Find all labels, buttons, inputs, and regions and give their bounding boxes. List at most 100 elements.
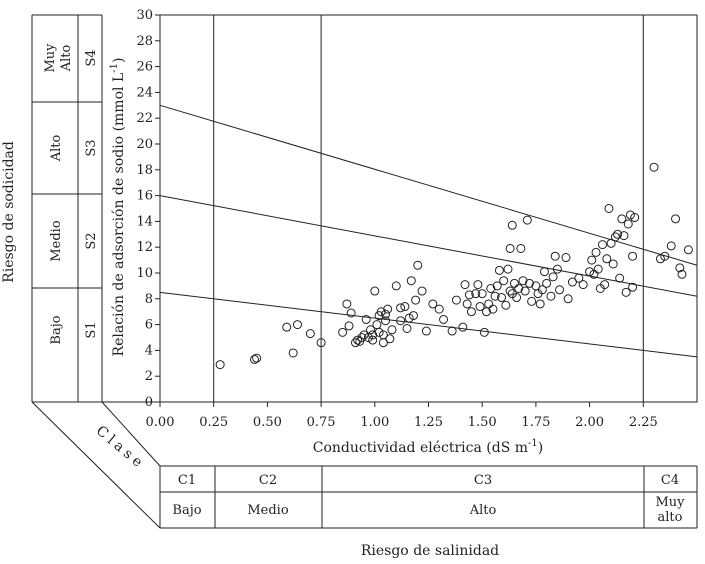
y-tick-label: 6 <box>145 318 153 333</box>
data-point <box>368 330 378 340</box>
data-point <box>604 204 614 213</box>
data-point <box>252 353 262 363</box>
y-tick-label: 8 <box>145 292 153 307</box>
y-tick-label: 10 <box>136 266 153 281</box>
sodicity-code-s2: S2 <box>84 232 99 249</box>
sodicity-name-alto: Alto <box>49 135 64 163</box>
salinity-hazard-title: Riesgo de salinidad <box>361 543 499 559</box>
data-point <box>342 299 352 309</box>
y-tick-label: 4 <box>145 343 153 358</box>
data-point <box>466 307 476 317</box>
data-point <box>458 322 468 332</box>
data-point <box>387 325 397 335</box>
data-point <box>479 327 489 337</box>
class-connector: Clase <box>31 401 161 529</box>
data-point <box>462 299 472 309</box>
y-tick-label: 14 <box>136 214 153 229</box>
data-point <box>537 285 547 295</box>
data-point <box>344 321 354 331</box>
x-tick-label: 0.75 <box>307 415 336 430</box>
data-point <box>292 320 302 330</box>
x-tick-label: 0.25 <box>199 415 228 430</box>
data-point <box>451 295 461 305</box>
data-point <box>514 283 524 293</box>
data-point <box>404 313 414 323</box>
data-point <box>505 286 515 296</box>
data-point <box>610 232 620 242</box>
data-point <box>608 259 618 269</box>
data-point <box>499 276 509 286</box>
x-tick-label: 1.25 <box>414 415 443 430</box>
x-tick-label: 2.25 <box>629 415 658 430</box>
x-tick-label: 0.00 <box>146 415 175 430</box>
data-point <box>546 291 556 301</box>
data-point <box>660 251 670 261</box>
y-axis-title: Relación de adsorción de sodio (mmol L-1… <box>109 58 127 357</box>
data-point <box>561 253 571 263</box>
data-point <box>492 281 502 291</box>
data-point <box>305 329 315 339</box>
data-point <box>524 278 534 288</box>
data-point <box>486 283 496 293</box>
y-tick-label: 12 <box>136 240 153 255</box>
data-point <box>548 272 558 282</box>
data-point <box>550 251 560 261</box>
data-point <box>413 260 423 270</box>
data-point <box>396 303 406 313</box>
data-point <box>542 278 552 288</box>
salinity-name-medio: Medio <box>247 503 288 518</box>
y-tick-label: 26 <box>136 60 153 75</box>
data-point <box>402 323 412 333</box>
x-axis-title: Conductividad eléctrica (dS m-1) <box>313 438 543 456</box>
sodicity-name-bajo: Bajo <box>49 315 64 344</box>
data-point <box>411 295 421 305</box>
salinity-code-c2: C2 <box>259 473 277 488</box>
data-point <box>359 330 369 340</box>
data-point <box>591 247 601 257</box>
data-point <box>477 289 487 299</box>
salinity-name-alto: Alto <box>469 503 497 518</box>
data-point <box>357 333 367 342</box>
data-point <box>391 281 401 291</box>
y-tick-label: 20 <box>136 137 153 152</box>
salinity-class-boundaries <box>213 15 644 402</box>
data-points <box>215 162 693 370</box>
data-point <box>350 338 360 348</box>
x-axis: 0.00 0.25 0.50 0.75 1.00 1.25 1.50 1.75 2.00 2.25 <box>146 402 658 430</box>
data-point <box>503 264 513 274</box>
x-tick-label: 2.00 <box>575 415 604 430</box>
data-point <box>396 316 406 326</box>
data-point <box>471 289 481 299</box>
data-point <box>464 290 474 300</box>
data-point <box>376 307 386 317</box>
data-point <box>621 287 631 297</box>
data-point <box>374 327 384 337</box>
sodicity-name-medio: Medio <box>49 220 64 261</box>
data-point <box>475 302 485 312</box>
data-point <box>484 299 494 309</box>
data-point <box>385 334 395 344</box>
plot-frame <box>159 14 698 403</box>
data-point <box>400 302 410 312</box>
data-point <box>518 276 528 286</box>
data-point <box>353 335 363 345</box>
data-point <box>512 293 522 303</box>
x-tick-label: 1.75 <box>521 415 550 430</box>
salinity-code-c3: C3 <box>474 473 492 488</box>
data-point <box>501 300 511 310</box>
data-point <box>623 219 633 229</box>
data-point <box>675 263 685 273</box>
data-point <box>619 231 629 241</box>
data-point <box>563 294 573 304</box>
y-tick-label: 2 <box>145 369 153 384</box>
data-point <box>417 286 427 296</box>
data-point <box>361 314 371 324</box>
data-point <box>250 354 260 364</box>
data-point <box>505 243 515 253</box>
data-point <box>615 273 625 283</box>
data-point <box>520 286 530 296</box>
data-point <box>600 280 610 290</box>
data-point <box>338 327 348 337</box>
data-point <box>378 338 388 348</box>
